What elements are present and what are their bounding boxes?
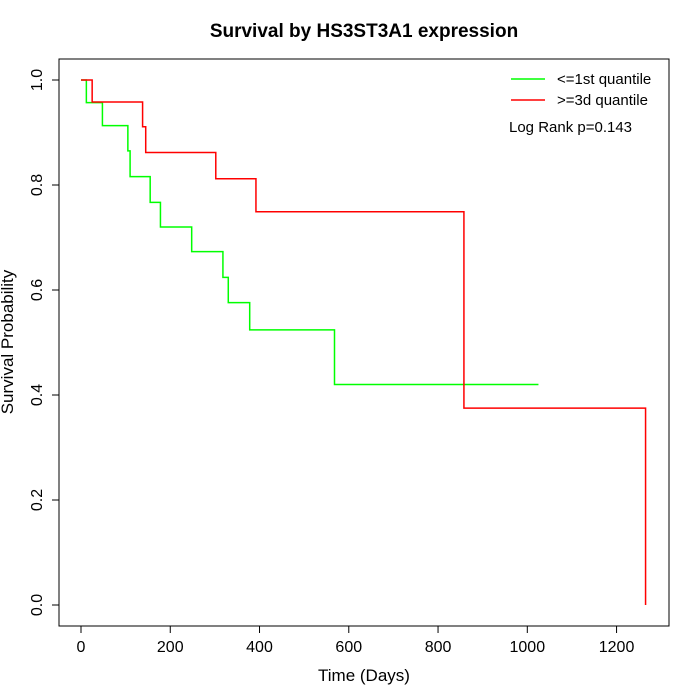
- legend-label-1: >=3d quantile: [557, 92, 648, 109]
- x-axis-title: Time (Days): [318, 666, 410, 685]
- x-tick-label: 400: [246, 639, 273, 656]
- plot-frame: [58, 58, 670, 627]
- series-line-1: [81, 79, 647, 605]
- legend: <=1st quantile >=3d quantile: [511, 71, 651, 109]
- y-tick-label: 0.0: [29, 594, 46, 616]
- y-axis-title: Survival Probability: [0, 269, 17, 414]
- log-rank-annotation: Log Rank p=0.143: [509, 119, 632, 136]
- chart-title: Survival by HS3ST3A1 expression: [210, 21, 518, 42]
- legend-label-0: <=1st quantile: [557, 71, 651, 88]
- series-layer: [81, 79, 647, 605]
- y-tick-label: 0.6: [29, 279, 46, 301]
- x-tick-label: 0: [77, 639, 86, 656]
- y-tick-label: 0.4: [29, 384, 46, 406]
- x-tick-label: 200: [157, 639, 184, 656]
- y-tick-label: 0.2: [29, 489, 46, 511]
- x-tick-label: 600: [335, 639, 362, 656]
- y-tick-label: 0.8: [29, 174, 46, 196]
- y-tick-label: 1.0: [29, 69, 46, 91]
- x-tick-label: 800: [425, 639, 452, 656]
- y-axis: 0.0 0.2 0.4 0.6 0.8 1.0: [29, 69, 60, 616]
- x-axis: 0 200 400 600 800 1000 1200: [77, 625, 635, 656]
- x-tick-label: 1200: [599, 639, 635, 656]
- series-line-0: [81, 79, 539, 386]
- x-tick-label: 1000: [510, 639, 546, 656]
